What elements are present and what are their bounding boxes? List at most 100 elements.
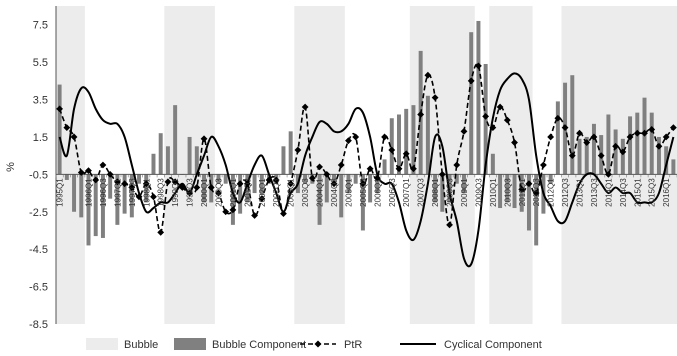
bubble-component-bar	[620, 138, 625, 175]
y-tick-label: -8.5	[29, 319, 48, 331]
bubble-component-bar	[375, 174, 380, 194]
x-tick-label: 2007Q1	[402, 178, 411, 207]
x-tick-label: 2015Q3	[648, 178, 657, 207]
bubble-component-bar	[591, 123, 596, 175]
bubble-component-bar	[108, 174, 113, 199]
x-tick-label: 2003Q3	[301, 178, 310, 207]
bubble-component-bar	[259, 174, 264, 195]
ptr-point	[503, 116, 511, 124]
ptr-point	[366, 165, 374, 173]
y-tick-label: 7.5	[33, 20, 48, 32]
ptr-point	[540, 161, 547, 169]
ptr-point	[323, 170, 331, 178]
bubble-component-bar	[519, 174, 524, 212]
bubble-component-bar	[649, 112, 654, 175]
x-tick-label: 1997Q1	[113, 178, 122, 207]
x-tick-label: 2003Q1	[287, 178, 296, 207]
ptr-point	[113, 178, 121, 186]
x-tick-labels: 1995Q1 1996Q1 1996Q3 1997Q1 1997Q3 1998Q1 1998…	[56, 178, 672, 207]
bubble-component-bar	[548, 174, 553, 184]
ptr-point	[280, 210, 287, 218]
bubble-component-bar	[490, 153, 495, 175]
bubble-component-bar	[512, 174, 517, 209]
ptr-point	[662, 133, 670, 141]
x-tick-label: 2012Q1	[547, 178, 556, 207]
bubble-component-bar	[534, 174, 539, 246]
ptr-point	[243, 180, 251, 188]
bubble-component-bar	[165, 146, 170, 175]
ptr-point	[655, 142, 663, 150]
x-tick-label: 2013Q1	[576, 178, 585, 207]
bubble-component-bar	[454, 174, 459, 184]
ptr-point	[77, 169, 85, 176]
ptr-point	[92, 176, 100, 184]
ptr-point	[590, 133, 598, 141]
ptr-point	[352, 133, 360, 141]
x-tick-label: 2010Q1	[489, 178, 498, 207]
x-tick-label: 2004Q1	[316, 178, 325, 207]
bubble-component-bar	[187, 136, 192, 175]
bubble-component-bar	[577, 138, 582, 175]
y-tick-label: -4.5	[29, 244, 48, 256]
x-tick-label: 1996Q1	[84, 178, 93, 207]
x-tick-label: 2016Q1	[662, 178, 671, 207]
ptr-point	[150, 193, 157, 201]
x-tick-label: 1997Q3	[128, 178, 137, 207]
ptr-point	[554, 114, 562, 122]
bubble-component-bar	[635, 112, 640, 175]
ptr-point	[641, 129, 648, 137]
bubble-component-bar	[72, 174, 77, 212]
ptr-point	[576, 129, 583, 137]
bubble-component-bar	[281, 146, 286, 175]
bubble-component-bar	[216, 174, 221, 184]
bubble-component-bar	[173, 105, 178, 175]
ptr-point	[619, 148, 627, 156]
ptr-point	[316, 163, 323, 171]
x-tick-label: 2009Q1	[460, 178, 469, 207]
ptr-point	[402, 150, 410, 158]
bubble-component-bar	[389, 118, 394, 175]
ptr-point	[547, 133, 555, 141]
x-tick-label: 2006Q1	[373, 178, 382, 207]
x-tick-label: 2000Q1	[200, 178, 209, 207]
bubble-component-bar	[332, 174, 336, 184]
bubble-component-bar	[324, 174, 329, 203]
x-tick-label: 2004Q3	[330, 178, 339, 207]
legend-swatch-bubble-component	[174, 338, 206, 350]
ptr-point	[525, 180, 533, 188]
legend-item: PtR	[300, 339, 362, 351]
legend: Bubble Bubble Component PtR Cyclical Compon…	[86, 338, 542, 351]
bubble-component-bar	[151, 153, 156, 175]
ptr-point	[258, 195, 266, 203]
ptr-point	[583, 139, 591, 146]
x-tick-label: 2007Q3	[417, 178, 426, 207]
ptr-point	[475, 62, 482, 70]
bubble-component-bar	[122, 174, 127, 214]
bubble-component-bar	[230, 174, 235, 225]
x-tick-label: 1998Q3	[157, 178, 166, 207]
ptr-point	[568, 152, 576, 160]
ptr-point	[56, 105, 64, 113]
x-tick-label: 2002Q3	[272, 178, 281, 207]
bubble-component-bar	[93, 174, 98, 237]
y-axis-unit: %	[5, 162, 17, 172]
bubble-component-bar	[606, 114, 611, 175]
bubble-component-bar	[129, 174, 134, 218]
bubble-component-bar	[317, 174, 322, 225]
bubble-component-bar	[115, 174, 120, 225]
bubble-component-bar	[404, 108, 409, 175]
ptr-point	[229, 206, 237, 214]
x-tick-label: 2005Q3	[359, 178, 368, 207]
bubble-component-bar	[440, 174, 445, 212]
ptr-point	[467, 77, 475, 85]
ptr-point	[511, 139, 518, 146]
ptr-point	[157, 228, 165, 236]
bubble-component-bar	[671, 159, 676, 175]
bubble-component-bar	[158, 133, 163, 175]
bubble-period-5	[489, 6, 533, 324]
y-tick-labels: 7.5 5.5 3.5 1.5 -0.5 -2.5 -4.5 -6.5 -8.5	[29, 20, 48, 331]
ptr-point	[200, 135, 208, 143]
x-tick-label: 2011Q1	[518, 178, 527, 206]
bubble-component-bar	[223, 174, 228, 184]
